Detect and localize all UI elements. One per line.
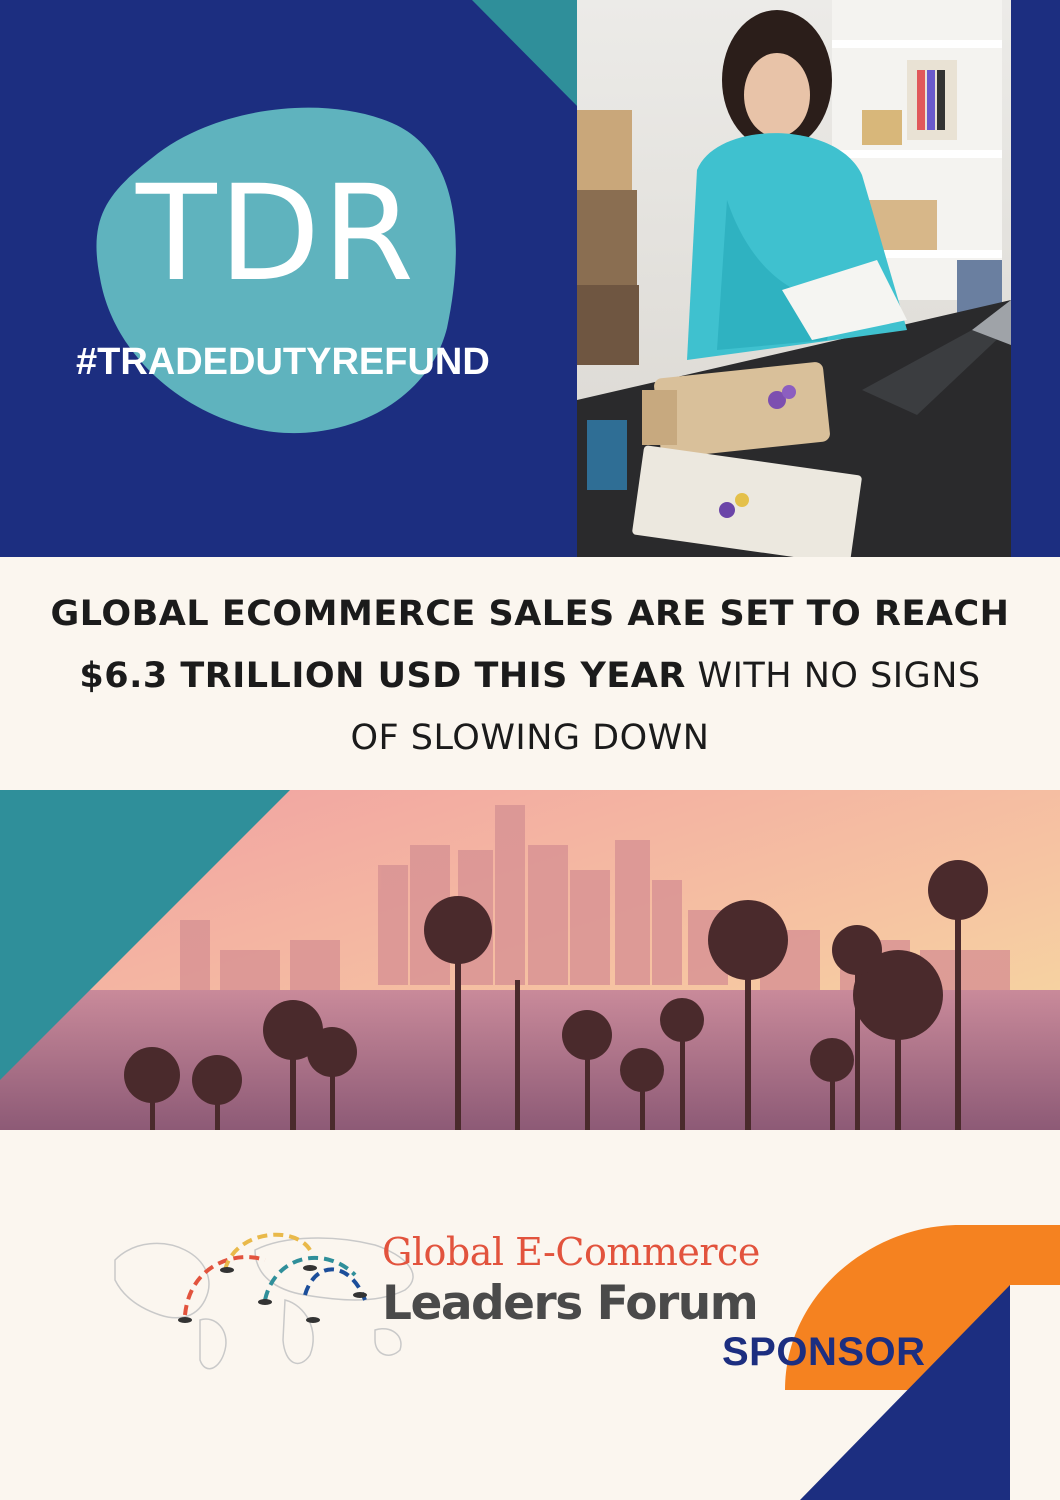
los-angeles-skyline-palm-trees-photo — [0, 790, 1060, 1130]
tdr-logo-text: TDR — [136, 157, 416, 311]
headline: GLOBAL ECOMMERCE SALES ARE SET TO REACH … — [0, 583, 1060, 769]
sponsor-label: SPONSOR — [722, 1330, 926, 1374]
hashtag-text: #TRADEDUTYREFUND — [76, 341, 490, 383]
world-map-arcs-icon — [114, 1232, 414, 1370]
headline-line-2-light: WITH NO SIGNS — [685, 656, 981, 696]
woman-packing-ecommerce-orders-photo — [577, 0, 1011, 557]
headline-line-3: OF SLOWING DOWN — [350, 718, 710, 758]
forum-title-line-1: Global E-Commerce — [382, 1230, 760, 1274]
tdr-logo-blob — [96, 107, 456, 434]
forum-title-line-2: Leaders Forum — [382, 1276, 759, 1331]
top-banner: TDR #TRADEDUTYREFUND — [0, 0, 1060, 557]
headline-line-1: GLOBAL ECOMMERCE SALES ARE SET TO REACH — [50, 594, 1010, 634]
headline-line-2-bold: $6.3 TRILLION USD THIS YEAR — [79, 656, 686, 696]
orange-navy-corner-shapes — [785, 1225, 1060, 1500]
